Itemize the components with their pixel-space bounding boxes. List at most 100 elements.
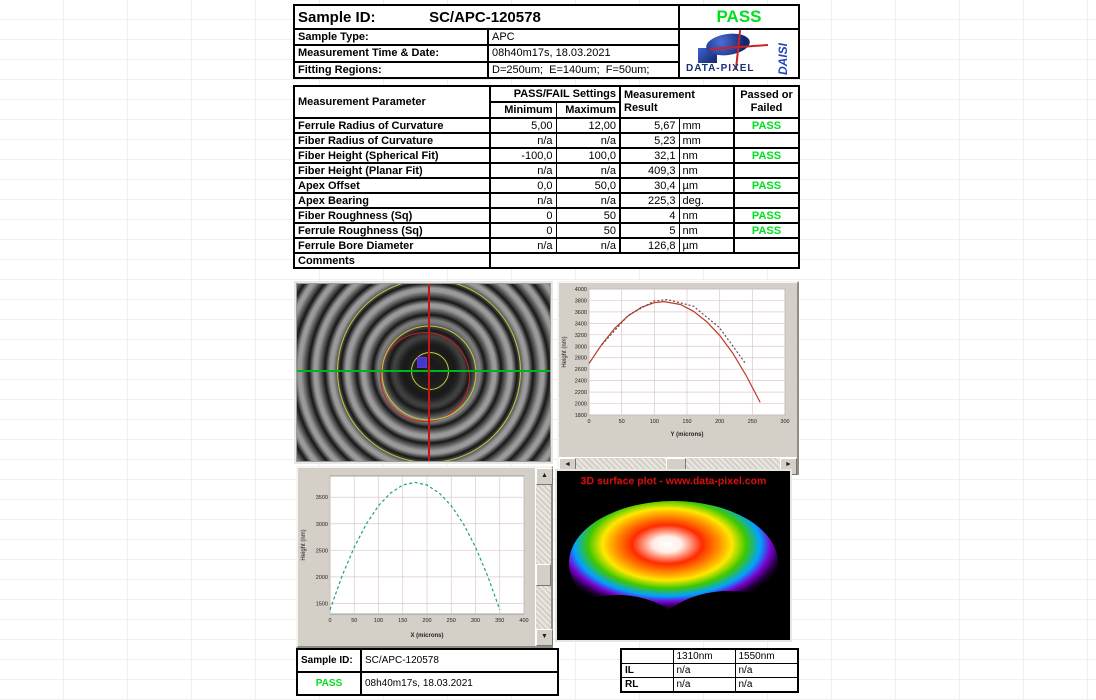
svg-text:Height (nm): Height (nm) xyxy=(562,336,568,367)
table-row: Fiber Height (Spherical Fit) -100,0 100,… xyxy=(293,147,800,164)
rl-label: RL xyxy=(620,677,674,693)
param-max: 50 xyxy=(556,222,621,239)
param-status: PASS xyxy=(734,147,800,164)
param-result: 126,8 xyxy=(620,237,680,254)
scrollbar-thumb[interactable] xyxy=(536,564,551,587)
param-min: 0 xyxy=(490,207,557,224)
measurement-table: Measurement Parameter PASS/FAIL Settings… xyxy=(293,85,800,269)
time-date-label: Measurement Time & Date: xyxy=(293,44,489,63)
param-name: Fiber Roughness (Sq) xyxy=(293,207,491,224)
param-status xyxy=(734,162,800,179)
svg-text:4000: 4000 xyxy=(575,287,587,293)
param-min: n/a xyxy=(490,132,557,149)
x-profile-vscrollbar[interactable]: ▲ ▼ xyxy=(535,468,553,646)
il-1550-value: n/a xyxy=(734,663,799,678)
param-unit: nm xyxy=(679,147,735,164)
y-profile-hscrollbar[interactable]: ◄ ► xyxy=(559,457,797,475)
svg-text:2500: 2500 xyxy=(316,548,328,554)
svg-text:1800: 1800 xyxy=(575,413,587,419)
sample-id-value: SC/APC-120578 xyxy=(429,8,541,26)
ilrl-header-1310: 1310nm xyxy=(672,648,736,664)
footer-datetime: 08h40m17s, 18.03.2021 xyxy=(360,671,559,696)
svg-text:3200: 3200 xyxy=(575,333,587,339)
svg-text:X (microns): X (microns) xyxy=(410,633,443,639)
svg-text:2000: 2000 xyxy=(316,575,328,581)
param-result: 30,4 xyxy=(620,177,680,194)
param-min: -100,0 xyxy=(490,147,557,164)
table-row: Ferrule Radius of Curvature 5,00 12,00 5… xyxy=(293,117,800,134)
col-header-passfail: PASS/FAIL Settings xyxy=(490,85,621,103)
data-pixel-logo: DATA-PIXEL DAISI xyxy=(681,31,797,76)
param-name: Ferrule Roughness (Sq) xyxy=(293,222,491,239)
scroll-left-icon[interactable]: ◄ xyxy=(559,458,576,475)
param-min: 5,00 xyxy=(490,117,557,134)
svg-text:250: 250 xyxy=(748,419,757,425)
comments-value xyxy=(490,252,800,269)
table-row: RL n/a n/a xyxy=(620,677,799,693)
logo-cell: DATA-PIXEL DAISI xyxy=(678,28,801,79)
svg-text:400: 400 xyxy=(519,618,528,624)
col-header-maximum: Maximum xyxy=(556,101,621,119)
param-unit: mm xyxy=(679,117,735,134)
param-unit: µm xyxy=(679,177,735,194)
scrollbar-track[interactable] xyxy=(536,485,551,629)
param-status xyxy=(734,192,800,209)
svg-text:50: 50 xyxy=(619,419,625,425)
scroll-down-icon[interactable]: ▼ xyxy=(536,629,553,646)
svg-text:250: 250 xyxy=(447,618,456,624)
param-min: 0 xyxy=(490,222,557,239)
param-status: PASS xyxy=(734,177,800,194)
table-row: Apex Bearing n/a n/a 225,3 deg. xyxy=(293,192,800,209)
il-rl-table: 1310nm 1550nm IL n/a n/a RL n/a n/a xyxy=(620,648,799,693)
footer-pass-badge: PASS xyxy=(296,671,362,696)
scroll-up-icon[interactable]: ▲ xyxy=(536,468,553,485)
sample-type-label: Sample Type: xyxy=(293,27,489,47)
col-header-result: Measurement Result xyxy=(620,85,735,119)
x-profile-chart: 1500 2000 2500 3000 3500 0 50 100 150 200 250 300 35… xyxy=(301,475,529,639)
param-result: 409,3 xyxy=(620,162,680,179)
param-unit: nm xyxy=(679,222,735,239)
header-table: Sample ID: SC/APC-120578 PASS Sample Typ… xyxy=(292,4,801,80)
param-max: 12,00 xyxy=(556,117,621,134)
comments-label: Comments xyxy=(293,252,491,269)
param-unit: deg. xyxy=(679,192,735,209)
svg-text:3400: 3400 xyxy=(575,321,587,327)
param-max: n/a xyxy=(556,162,621,179)
svg-text:2800: 2800 xyxy=(575,356,587,362)
table-row: Fiber Height (Planar Fit) n/a n/a 409,3 … xyxy=(293,162,800,179)
svg-text:Y (microns): Y (microns) xyxy=(671,432,704,438)
param-name: Fiber Radius of Curvature xyxy=(293,132,491,149)
scrollbar-track[interactable] xyxy=(576,458,780,473)
fitting-regions-value: D=250um; E=140um; F=50um; xyxy=(486,60,681,80)
svg-text:0: 0 xyxy=(587,419,590,425)
fitting-region-circle-outer xyxy=(337,284,521,461)
svg-text:3600: 3600 xyxy=(575,310,587,316)
param-min: n/a xyxy=(490,162,557,179)
il-label: IL xyxy=(620,663,674,678)
interferogram-image xyxy=(296,283,551,462)
svg-text:0: 0 xyxy=(328,618,331,624)
param-status: PASS xyxy=(734,117,800,134)
svg-text:350: 350 xyxy=(495,618,504,624)
svg-text:2200: 2200 xyxy=(575,390,587,396)
param-name: Fiber Height (Planar Fit) xyxy=(293,162,491,179)
table-row: Ferrule Bore Diameter n/a n/a 126,8 µm xyxy=(293,237,800,254)
param-unit: mm xyxy=(679,132,735,149)
x-profile-chart-panel: 1500 2000 2500 3000 3500 0 50 100 150 200 250 300 35… xyxy=(296,466,553,648)
table-row: Ferrule Roughness (Sq) 0 50 5 nm PASS xyxy=(293,222,800,239)
param-name: Apex Bearing xyxy=(293,192,491,209)
param-min: n/a xyxy=(490,192,557,209)
param-max: 100,0 xyxy=(556,147,621,164)
rl-1310-value: n/a xyxy=(672,677,736,693)
svg-text:300: 300 xyxy=(471,618,480,624)
crosshair-vertical-line xyxy=(428,284,430,461)
footer-sample-id-value: SC/APC-120578 xyxy=(360,648,559,673)
time-date-value: 08h40m17s, 18.03.2021 xyxy=(486,44,681,63)
param-result: 5,23 xyxy=(620,132,680,149)
svg-text:200: 200 xyxy=(715,419,724,425)
param-status xyxy=(734,132,800,149)
logo-brand-text: DATA-PIXEL xyxy=(686,63,755,74)
svg-text:Height (nm): Height (nm) xyxy=(301,529,307,560)
svg-text:200: 200 xyxy=(422,618,431,624)
